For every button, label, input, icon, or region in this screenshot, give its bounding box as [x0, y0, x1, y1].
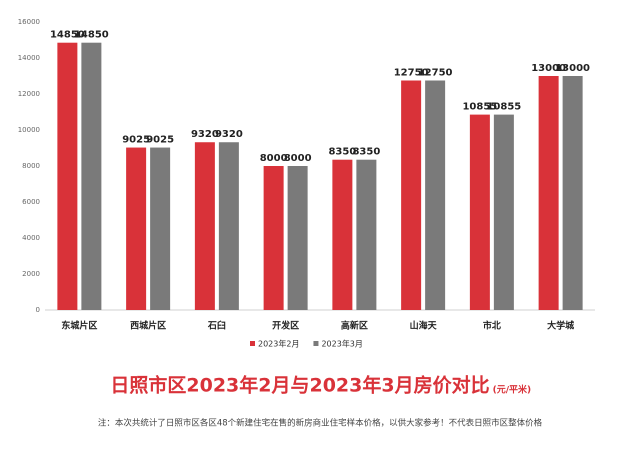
- bar: [57, 42, 78, 310]
- y-tick-label: 12000: [18, 90, 40, 98]
- bar: [493, 114, 514, 310]
- bar: [469, 114, 490, 310]
- chart-title: 日照市区2023年2月与2023年3月房价对比: [110, 374, 489, 397]
- x-tick-label: 开发区: [272, 320, 299, 332]
- value-label: 12750: [394, 68, 429, 79]
- bar: [562, 76, 583, 310]
- y-tick-label: 6000: [22, 198, 40, 206]
- bar: [538, 76, 559, 310]
- bar: [425, 80, 446, 310]
- bar: [218, 142, 239, 310]
- value-label: 9025: [122, 135, 150, 146]
- x-tick-label: 山海天: [410, 320, 438, 332]
- legend-swatch: [313, 341, 319, 346]
- note: 注：本次共统计了日照市区各区48个新建住宅在售的新房商业住宅样本价格，以供大家参…: [98, 418, 543, 429]
- bar: [332, 159, 353, 310]
- value-label: 12750: [418, 68, 453, 79]
- legend-swatch: [250, 341, 255, 346]
- x-tick-label: 市北: [483, 320, 501, 332]
- value-label: 8350: [352, 147, 380, 158]
- value-label: 8350: [328, 147, 356, 158]
- value-label: 9025: [146, 135, 174, 146]
- value-label: 10855: [462, 102, 497, 113]
- bar: [401, 80, 422, 310]
- y-tick-label: 0: [36, 306, 40, 314]
- bar: [150, 147, 171, 310]
- value-label: 9320: [191, 129, 219, 140]
- bar: [356, 159, 377, 310]
- legend-label: 2023年2月: [258, 339, 299, 349]
- x-tick-label: 高新区: [341, 320, 368, 332]
- value-label: 10855: [486, 102, 521, 113]
- y-tick-label: 16000: [18, 18, 40, 26]
- x-tick-label: 大学城: [547, 320, 574, 332]
- bar: [287, 166, 308, 310]
- legend-label: 2023年3月: [321, 339, 362, 349]
- unit: (元/平米): [493, 384, 532, 396]
- bar: [194, 142, 215, 310]
- x-tick-label: 东城片区: [61, 320, 97, 332]
- value-label: 13000: [555, 63, 590, 74]
- y-tick-label: 14000: [18, 54, 40, 62]
- x-tick-label: 西城片区: [130, 320, 166, 332]
- value-label: 8000: [260, 153, 288, 164]
- y-tick-label: 8000: [22, 162, 40, 170]
- y-tick-label: 2000: [22, 270, 40, 278]
- value-label: 8000: [284, 153, 312, 164]
- value-label: 13000: [531, 63, 566, 74]
- value-label: 14850: [74, 30, 109, 41]
- value-label: 9320: [215, 129, 243, 140]
- y-tick-label: 4000: [22, 234, 40, 242]
- bar: [263, 166, 284, 310]
- x-tick-label: 石臼: [207, 320, 226, 332]
- y-tick-label: 10000: [18, 126, 40, 134]
- bar: [81, 42, 102, 310]
- bar: [126, 147, 147, 310]
- value-label: 14850: [50, 30, 85, 41]
